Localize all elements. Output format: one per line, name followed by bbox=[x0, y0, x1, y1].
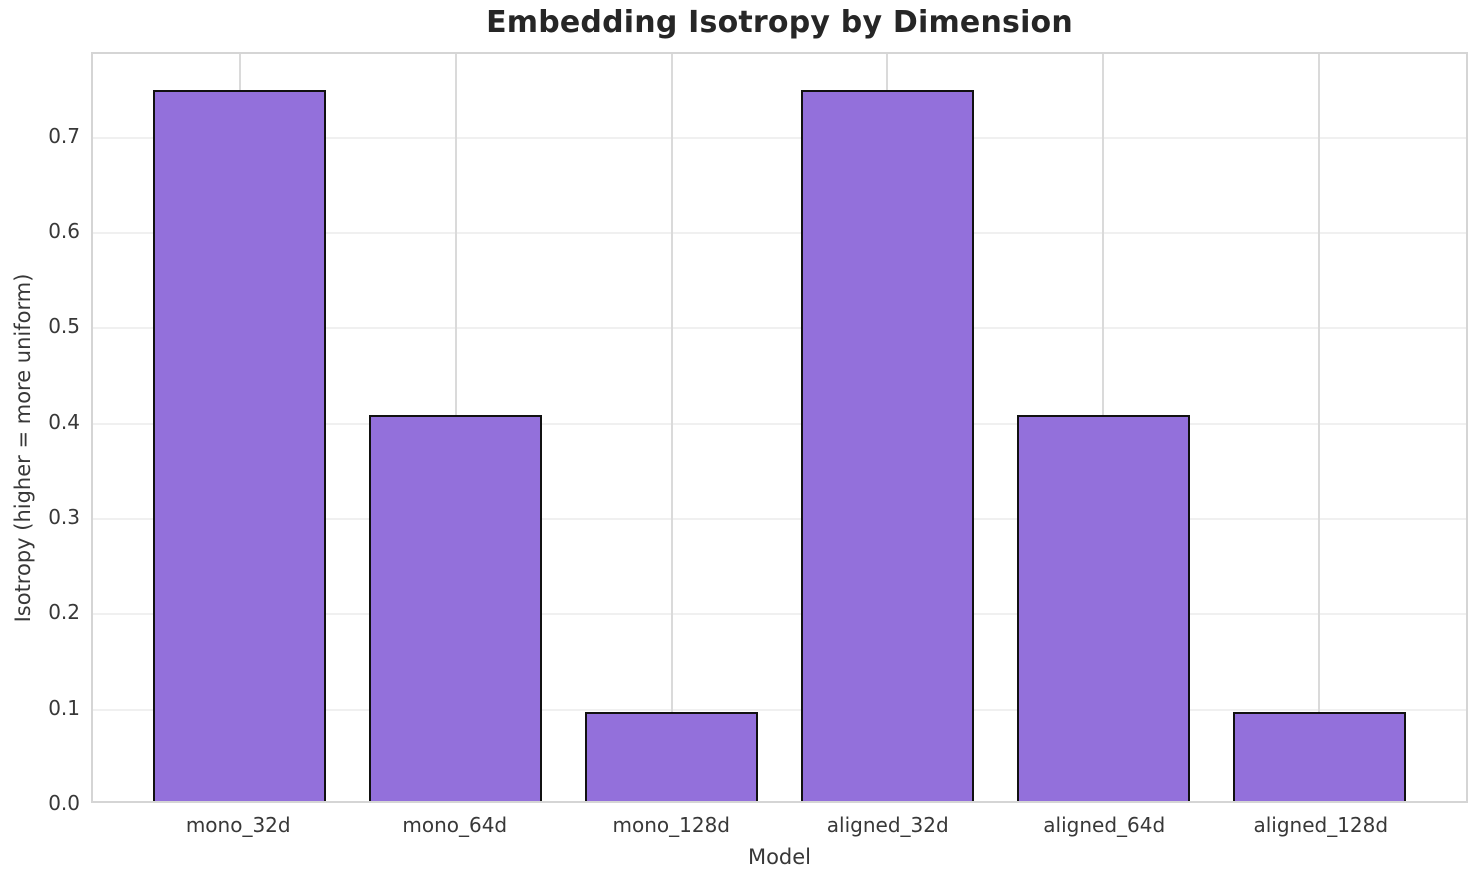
h-gridline bbox=[93, 422, 1466, 425]
v-gridline bbox=[670, 54, 673, 801]
x-tick-label: mono_128d bbox=[612, 813, 730, 837]
plot-area bbox=[91, 52, 1468, 803]
h-gridline bbox=[93, 613, 1466, 616]
bar-aligned_128d bbox=[1232, 711, 1406, 801]
x-tick-label: aligned_32d bbox=[826, 813, 949, 837]
y-tick-label: 0.7 bbox=[48, 123, 80, 148]
v-gridline bbox=[1318, 54, 1321, 801]
x-tick-label: aligned_128d bbox=[1253, 813, 1389, 837]
y-tick-label: 0.4 bbox=[48, 409, 80, 434]
h-gridline bbox=[93, 327, 1466, 330]
bar-aligned_32d bbox=[801, 90, 974, 801]
bar-mono_64d bbox=[369, 415, 543, 801]
x-tick-label: aligned_64d bbox=[1043, 813, 1166, 837]
y-tick-label: 0.3 bbox=[48, 505, 80, 530]
y-tick-label: 0.2 bbox=[48, 600, 80, 625]
h-gridline bbox=[93, 708, 1466, 711]
y-tick-label: 0.5 bbox=[48, 314, 80, 339]
x-tick-label: mono_32d bbox=[185, 813, 291, 837]
bar-aligned_64d bbox=[1016, 415, 1190, 801]
y-tick-label: 0.0 bbox=[48, 791, 80, 815]
y-tick-label: 0.6 bbox=[48, 219, 80, 244]
y-tick-label: 0.1 bbox=[48, 695, 80, 720]
h-gridline bbox=[93, 518, 1466, 521]
x-axis-label: Model bbox=[747, 845, 812, 869]
bars-layer bbox=[93, 54, 1466, 801]
chart-title: Embedding Isotropy by Dimension bbox=[486, 5, 1073, 40]
bar-mono_128d bbox=[585, 711, 758, 801]
x-tick-label: mono_64d bbox=[402, 813, 508, 837]
bar-mono_32d bbox=[153, 90, 327, 801]
h-gridline bbox=[93, 136, 1466, 139]
h-gridline bbox=[93, 232, 1466, 235]
